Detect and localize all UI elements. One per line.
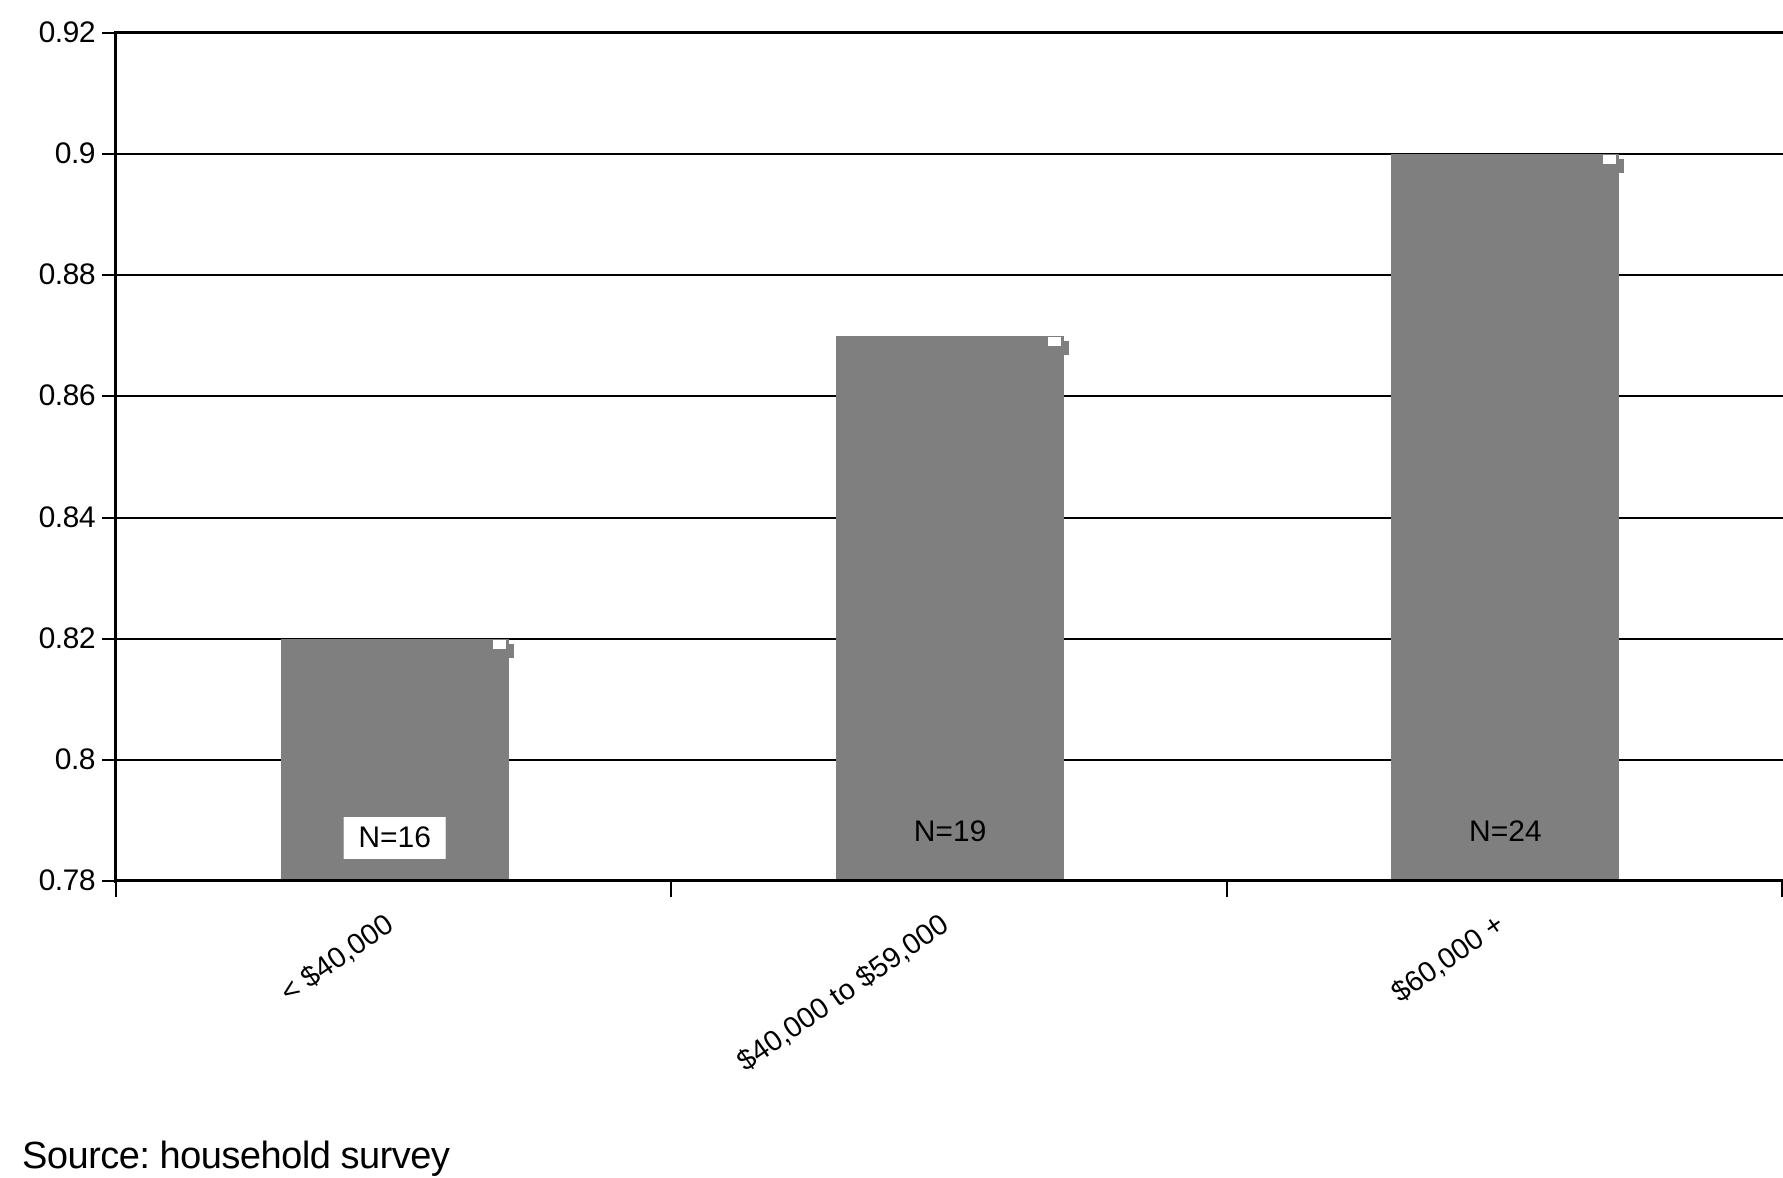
- bar-corner-nub: [1062, 340, 1069, 355]
- x-axis-line: [114, 879, 1783, 882]
- y-axis-tick: [102, 32, 117, 34]
- y-axis-tick-label: 0.88: [38, 258, 96, 292]
- bar-count-label: N=19: [913, 815, 987, 848]
- y-axis-tick-label: 0.82: [38, 621, 96, 655]
- bar-count-label: N=24: [1469, 815, 1542, 848]
- bar-corner-nub: [506, 643, 514, 658]
- y-axis-line: [114, 31, 117, 883]
- y-axis-tick: [102, 758, 117, 761]
- gridline: [117, 274, 1783, 277]
- y-axis-tick: [102, 516, 117, 519]
- x-axis-tick: [1781, 881, 1783, 897]
- bar-corner-notch: [1048, 336, 1061, 346]
- y-axis-tick-label: 0.84: [38, 500, 96, 534]
- x-axis-tick: [115, 881, 117, 897]
- bar-corner-nub: [1617, 159, 1625, 174]
- y-axis-tick-label: 0.8: [54, 742, 96, 776]
- y-axis-tick-label: 0.9: [54, 137, 96, 171]
- y-axis-tick: [102, 637, 117, 640]
- x-axis-tick: [670, 881, 673, 897]
- bar-corner-notch: [492, 639, 506, 649]
- y-axis-tick-label: 0.92: [38, 16, 96, 49]
- bar-count-label: N=16: [343, 817, 446, 859]
- x-axis-tick: [1225, 881, 1228, 897]
- y-axis-tick-label: 0.86: [38, 379, 96, 413]
- y-axis-tick: [102, 153, 117, 156]
- source-note: Source: household survey: [22, 1135, 450, 1177]
- y-axis-tick: [102, 880, 117, 882]
- x-category-label: < $40,000: [274, 908, 400, 1009]
- x-category-label: $60,000 +: [1384, 908, 1510, 1009]
- bar-corner-notch: [1603, 155, 1617, 165]
- x-category-label: $40,000 to $59,000: [731, 908, 955, 1078]
- y-axis-tick-label: 0.78: [38, 864, 96, 897]
- plot-top-border: [114, 31, 1783, 34]
- y-axis-tick: [102, 274, 117, 277]
- bar: [1391, 154, 1620, 881]
- bar: [836, 335, 1064, 881]
- y-axis-tick: [102, 395, 117, 398]
- gridline: [117, 153, 1783, 156]
